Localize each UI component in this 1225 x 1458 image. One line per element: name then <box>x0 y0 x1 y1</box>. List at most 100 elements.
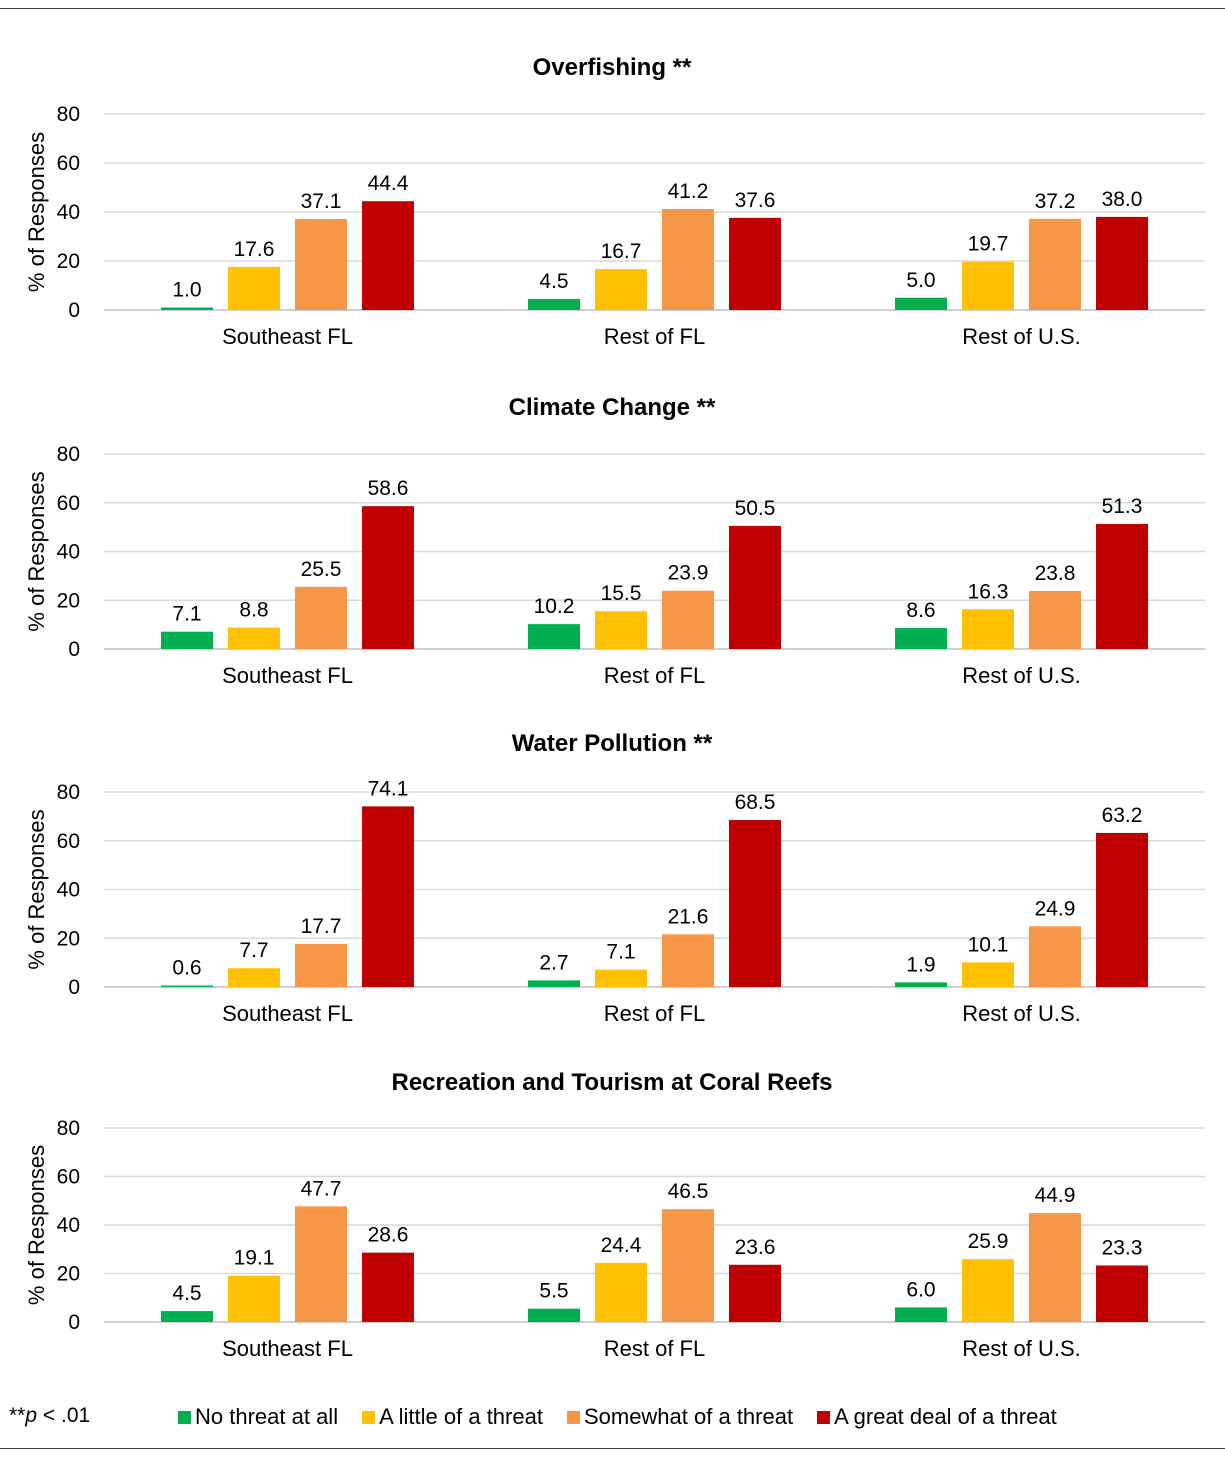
panel1-bar-rest-of-us-great <box>1096 216 1148 310</box>
panel2-label-rest-of-fl-none: 10.2 <box>534 595 575 618</box>
panel4-ytick-40: 40 <box>57 1214 80 1237</box>
panel2-bar-southeast-fl-little <box>228 627 280 649</box>
panel1-ytick-20: 20 <box>57 250 80 273</box>
panel2-ytick-40: 40 <box>57 541 80 564</box>
panel2-ylabel: % of Responses <box>24 471 49 631</box>
legend-label-great: A great deal of a threat <box>834 1404 1057 1429</box>
panel3-bar-southeast-fl-great <box>362 806 414 987</box>
panel2-bar-rest-of-fl-somewhat <box>662 590 714 649</box>
panel3-label-southeast-fl-none: 0.6 <box>172 957 201 980</box>
panel4-bar-rest-of-us-little <box>962 1259 1014 1322</box>
panel4-bar-rest-of-us-somewhat <box>1029 1213 1081 1322</box>
panel4-ylabel: % of Responses <box>24 1145 49 1305</box>
legend-item-somewhat: Somewhat of a threat <box>566 1404 793 1430</box>
panel1-bar-rest-of-fl-great <box>729 217 781 310</box>
panel2-bar-rest-of-us-little <box>962 609 1014 649</box>
panel3-label-rest-of-us-great: 63.2 <box>1102 804 1143 827</box>
panel3-label-rest-of-fl-none: 2.7 <box>539 951 568 974</box>
panel4-title: Recreation and Tourism at Coral Reefs <box>392 1069 833 1096</box>
panel3-bar-rest-of-fl-somewhat <box>662 934 714 987</box>
legend-label-little: A little of a threat <box>379 1404 543 1429</box>
panel2-title: Climate Change ** <box>509 394 716 421</box>
panel2-bar-southeast-fl-none <box>161 631 213 649</box>
legend: No threat at all A little of a threat So… <box>178 1404 1081 1430</box>
panel4-bar-rest-of-fl-somewhat <box>662 1209 714 1322</box>
footnote-p: p <box>25 1404 38 1427</box>
panel1-label-southeast-fl-none: 1.0 <box>172 279 201 302</box>
panel1-label-rest-of-us-little: 19.7 <box>968 233 1009 256</box>
panel4-ytick-60: 60 <box>57 1166 80 1189</box>
panel2-label-southeast-fl-great: 58.6 <box>368 477 409 500</box>
panel4-label-rest-of-fl-somewhat: 46.5 <box>668 1180 709 1203</box>
panel1-bar-southeast-fl-none <box>161 307 213 310</box>
panel4-bar-rest-of-us-great <box>1096 1265 1148 1322</box>
panel4-label-rest-of-us-none: 6.0 <box>906 1278 935 1301</box>
legend-swatch-somewhat <box>566 1410 580 1424</box>
panel4-bar-southeast-fl-little <box>228 1275 280 1322</box>
panel3-label-southeast-fl-somewhat: 17.7 <box>301 915 342 938</box>
panel3-ylabel: % of Responses <box>24 809 49 969</box>
panel3-category-southeast-fl: Southeast FL <box>222 1001 353 1026</box>
panel2-ytick-60: 60 <box>57 492 80 515</box>
panel3-bar-rest-of-fl-none <box>528 980 580 987</box>
panel1-bar-rest-of-fl-little <box>595 269 647 310</box>
panel4-ytick-80: 80 <box>57 1117 80 1140</box>
panel1-label-rest-of-us-none: 5.0 <box>906 269 935 292</box>
bottom-rule <box>0 1448 1225 1449</box>
panel4-bar-southeast-fl-none <box>161 1311 213 1322</box>
panel1-bar-rest-of-fl-none <box>528 298 580 310</box>
panel3-bar-rest-of-us-somewhat <box>1029 926 1081 987</box>
panel4-category-southeast-fl: Southeast FL <box>222 1336 353 1361</box>
panel4-label-southeast-fl-none: 4.5 <box>172 1282 201 1305</box>
panel3-bar-rest-of-us-little <box>962 962 1014 987</box>
panel2-bar-rest-of-us-none <box>895 628 947 649</box>
panel3-label-rest-of-fl-somewhat: 21.6 <box>668 905 709 928</box>
panel2-bar-rest-of-fl-great <box>729 525 781 649</box>
panel1-category-rest-of-us: Rest of U.S. <box>962 324 1081 349</box>
legend-swatch-little <box>362 1410 376 1424</box>
panel1-label-rest-of-fl-great: 37.6 <box>735 189 776 212</box>
legend-item-great: A great deal of a threat <box>817 1404 1057 1430</box>
panel1-category-southeast-fl: Southeast FL <box>222 324 353 349</box>
panel4-ytick-20: 20 <box>57 1263 80 1286</box>
panel4-label-rest-of-us-somewhat: 44.9 <box>1035 1184 1076 1207</box>
panel3-label-rest-of-fl-little: 7.1 <box>606 941 635 964</box>
legend-item-little: A little of a threat <box>362 1404 543 1430</box>
panel1-category-rest-of-fl: Rest of FL <box>604 324 705 349</box>
legend-label-none: No threat at all <box>195 1404 339 1429</box>
panel1-label-southeast-fl-somewhat: 37.1 <box>301 190 342 213</box>
panel4-bar-southeast-fl-somewhat <box>295 1206 347 1322</box>
panel1-label-rest-of-us-somewhat: 37.2 <box>1035 190 1076 213</box>
panel2-bar-rest-of-fl-none <box>528 624 580 649</box>
panel3-ytick-20: 20 <box>57 927 80 950</box>
panel3-category-rest-of-us: Rest of U.S. <box>962 1001 1081 1026</box>
legend-item-none: No threat at all <box>178 1404 338 1430</box>
panel1-bar-southeast-fl-somewhat <box>295 219 347 310</box>
panel2-label-southeast-fl-none: 7.1 <box>172 603 201 626</box>
panel3-bar-southeast-fl-none <box>161 985 213 987</box>
panel2-label-rest-of-us-great: 51.3 <box>1102 495 1143 518</box>
panel3-ytick-60: 60 <box>57 830 80 853</box>
panel3-bar-rest-of-us-great <box>1096 832 1148 987</box>
legend-swatch-great <box>817 1410 831 1424</box>
panel2-label-rest-of-us-none: 8.6 <box>906 599 935 622</box>
panel3-label-rest-of-us-somewhat: 24.9 <box>1035 897 1076 920</box>
panel2-ytick-80: 80 <box>57 443 80 466</box>
panel1-bar-southeast-fl-little <box>228 266 280 310</box>
panel2-label-rest-of-fl-somewhat: 23.9 <box>668 562 709 585</box>
panel2-ytick-0: 0 <box>68 638 80 661</box>
panel2-label-rest-of-fl-little: 15.5 <box>601 582 642 605</box>
panel4-bar-southeast-fl-great <box>362 1252 414 1322</box>
panel1-ytick-40: 40 <box>57 201 80 224</box>
panel3-label-southeast-fl-little: 7.7 <box>239 939 268 962</box>
panel2-category-southeast-fl: Southeast FL <box>222 663 353 688</box>
panel1-ytick-0: 0 <box>68 299 80 322</box>
panel1-bar-rest-of-us-little <box>962 261 1014 310</box>
panel2-label-rest-of-fl-great: 50.5 <box>735 497 776 520</box>
significance-footnote: **p < .01 <box>9 1404 90 1428</box>
panel2-label-southeast-fl-little: 8.8 <box>239 599 268 622</box>
panel1-ytick-80: 80 <box>57 103 80 126</box>
panel4-ytick-0: 0 <box>68 1311 80 1334</box>
panel2-label-rest-of-us-somewhat: 23.8 <box>1035 562 1076 585</box>
